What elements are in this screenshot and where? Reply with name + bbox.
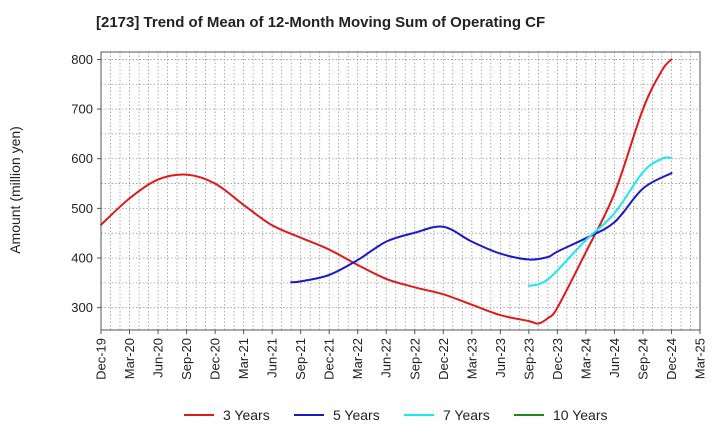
x-tick-label: Sep-21 — [293, 338, 308, 380]
x-tick-label: Mar-21 — [236, 338, 251, 379]
y-tick-label: 400 — [71, 251, 93, 266]
y-tick-label: 500 — [71, 201, 93, 216]
x-tick-label: Dec-23 — [550, 338, 565, 380]
series-line-7-years — [527, 156, 673, 287]
y-tick-label: 800 — [71, 52, 93, 67]
legend-label-7-years: 7 Years — [443, 407, 490, 423]
x-tick-label: Mar-20 — [122, 338, 137, 379]
x-tick-label: Jun-21 — [265, 338, 280, 378]
grid — [101, 52, 700, 330]
y-tick-label: 600 — [71, 151, 93, 166]
x-tick-label: Dec-22 — [436, 338, 451, 380]
legend: 3 Years 5 Years 7 Years 10 Years — [184, 407, 608, 423]
x-tick-label: Dec-19 — [94, 338, 109, 380]
legend-label-3-years: 3 Years — [223, 407, 270, 423]
x-tick-label: Jun-22 — [379, 338, 394, 378]
y-tick-label: 300 — [71, 300, 93, 315]
y-axis-label: Amount (million yen) — [7, 126, 23, 254]
x-tick-label: Sep-23 — [521, 338, 536, 380]
x-tick-label: Jun-23 — [493, 338, 508, 378]
x-tick-label: Sep-20 — [179, 338, 194, 380]
x-tick-label: Dec-24 — [664, 338, 679, 380]
plot-frame — [100, 51, 701, 331]
series-layer — [100, 58, 673, 325]
x-tick-label: Dec-20 — [208, 338, 223, 380]
x-tick-label: Dec-21 — [322, 338, 337, 380]
legend-label-5-years: 5 Years — [333, 407, 380, 423]
x-tick-label: Mar-25 — [693, 338, 708, 379]
legend-label-10-years: 10 Years — [553, 407, 608, 423]
series-line-5-years — [290, 172, 673, 284]
y-axis-ticks: 300 400 500 600 700 800 — [71, 52, 101, 315]
x-tick-label: Mar-24 — [578, 338, 593, 379]
x-tick-label: Jun-20 — [151, 338, 166, 378]
x-tick-label: Jun-24 — [607, 338, 622, 378]
x-tick-label: Sep-22 — [407, 338, 422, 380]
y-tick-label: 700 — [71, 102, 93, 117]
x-tick-label: Mar-23 — [464, 338, 479, 379]
chart-title: [2173] Trend of Mean of 12-Month Moving … — [96, 14, 545, 31]
x-tick-label: Mar-22 — [350, 338, 365, 379]
x-axis-ticks: Dec-19 Mar-20 Jun-20 Sep-20 Dec-20 Mar-21 Jun-… — [94, 330, 708, 380]
x-tick-label: Sep-24 — [635, 338, 650, 380]
